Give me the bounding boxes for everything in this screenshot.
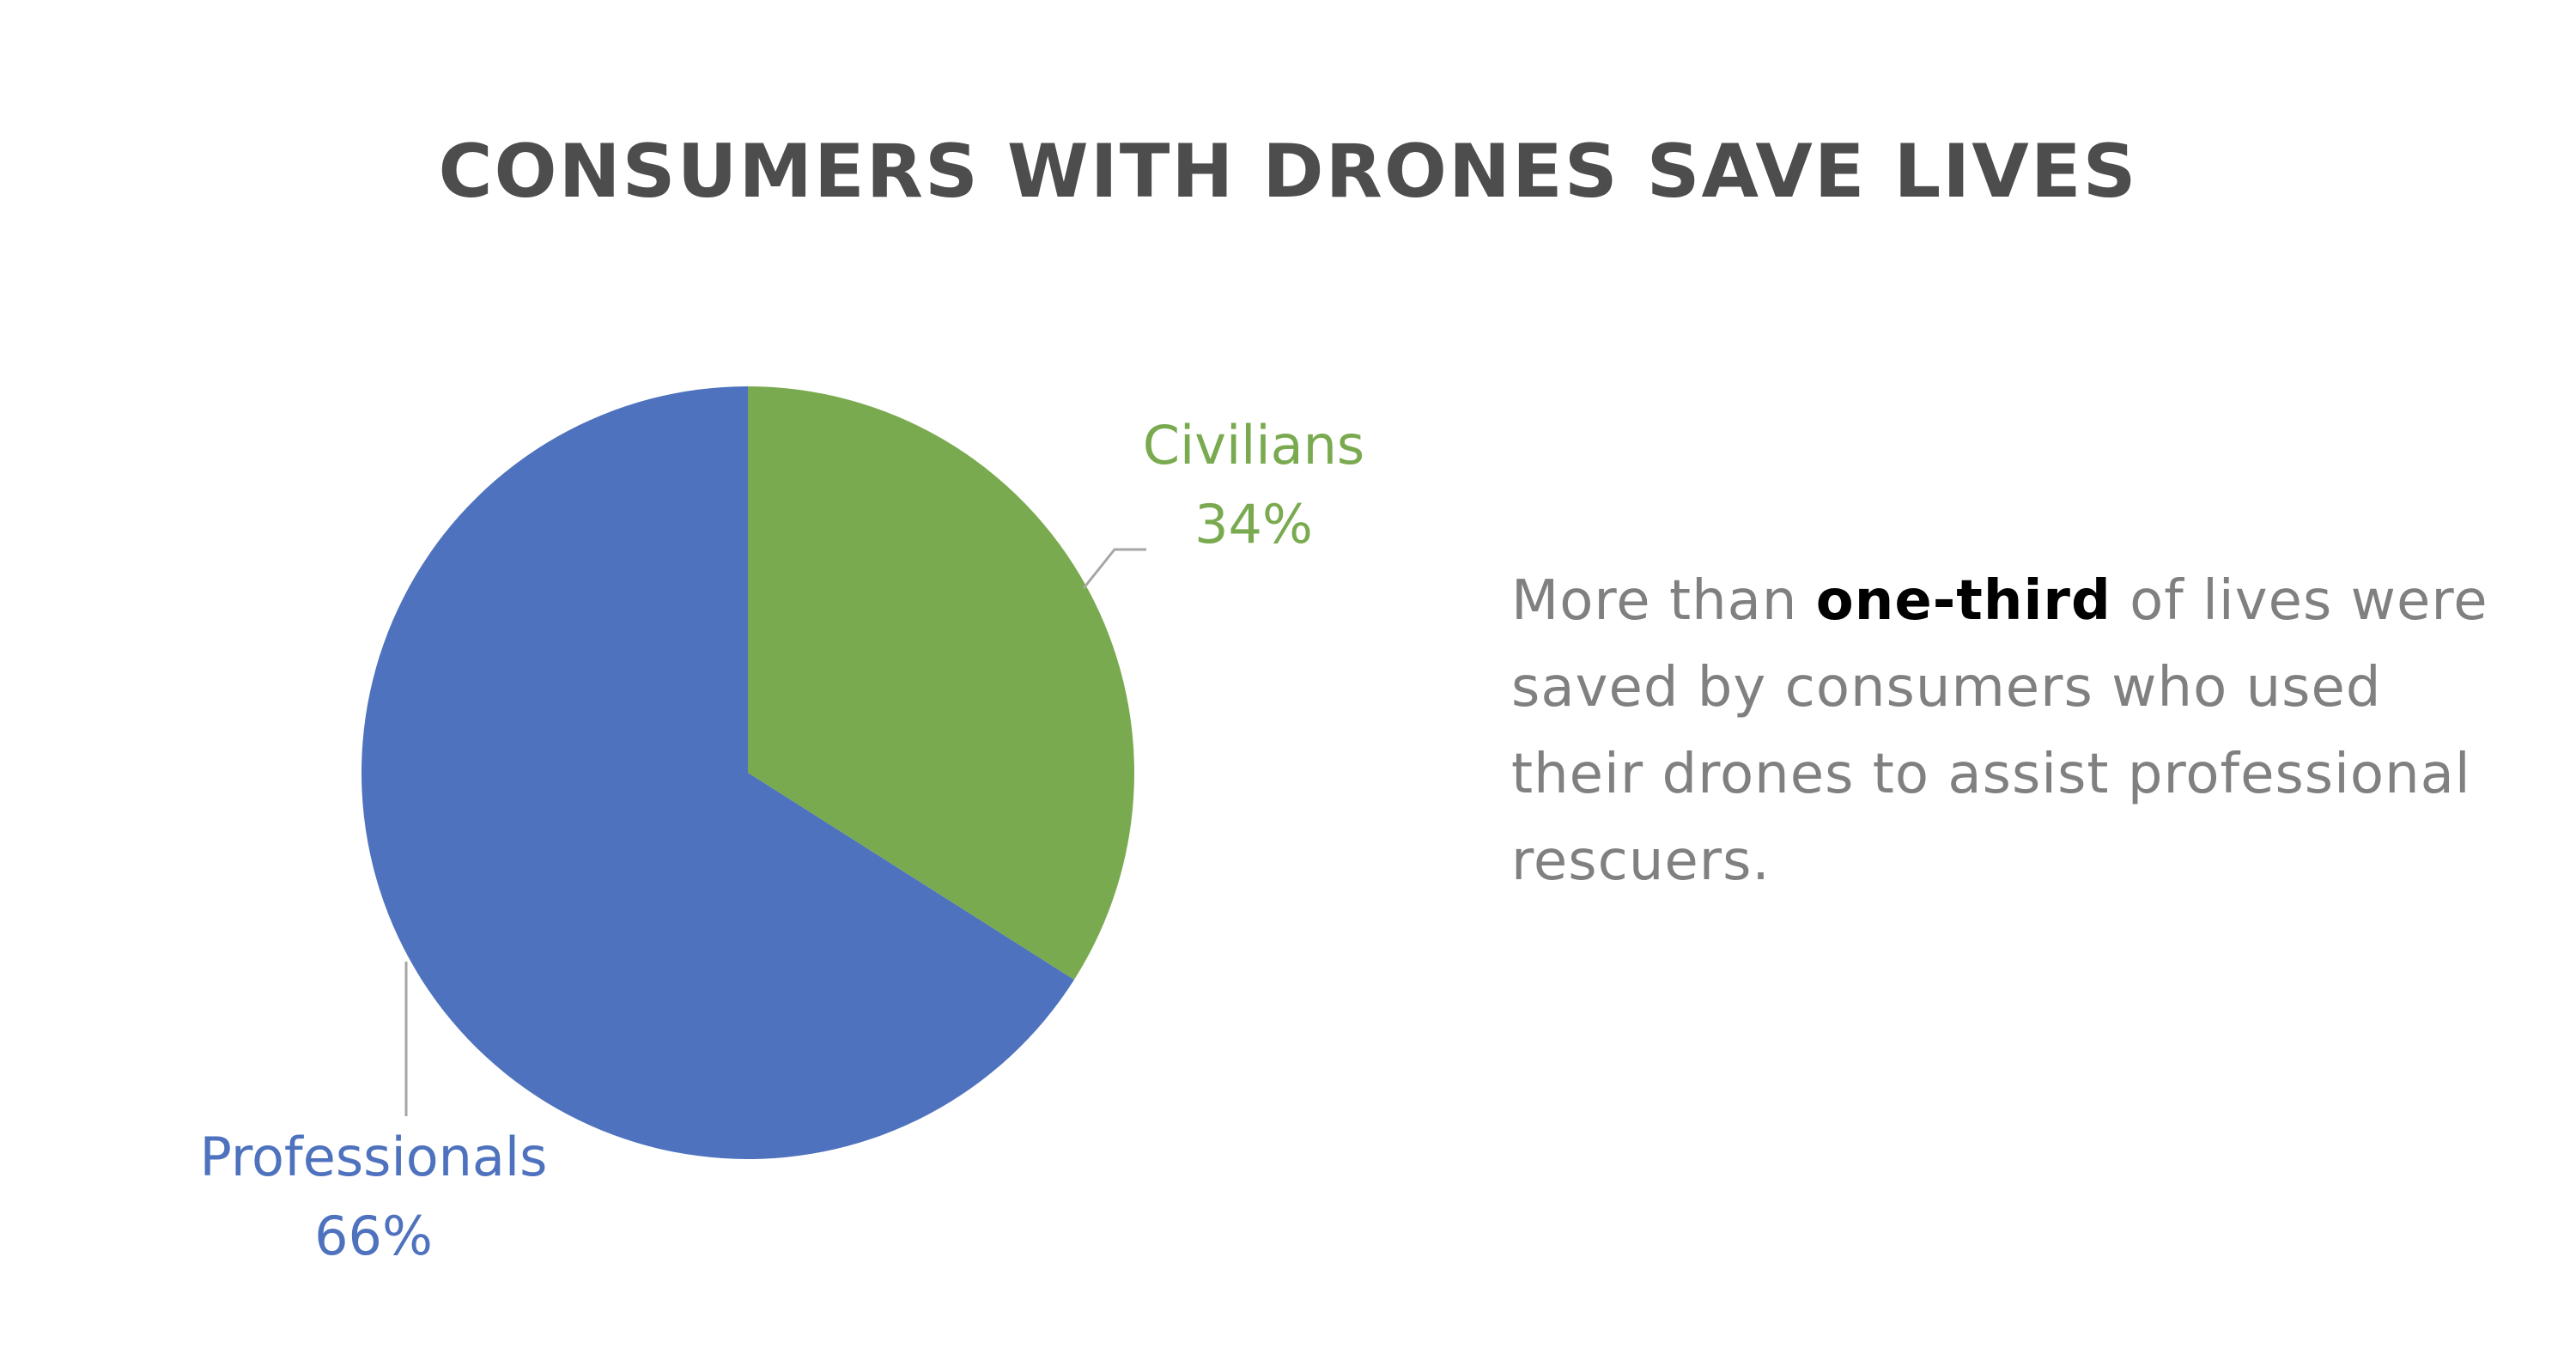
pie-slice-civilians — [748, 386, 1135, 981]
pie-slices — [361, 386, 1135, 1159]
slice-value-professionals: 66% — [314, 1205, 433, 1267]
caption-text: More than one-third of lives were saved … — [1511, 558, 2524, 905]
slice-name-civilians: Civilians — [1142, 414, 1365, 477]
chart-title: CONSUMERS WITH DRONES SAVE LIVES — [438, 129, 2138, 215]
caption-rest: of lives were saved by consumers who use… — [1511, 569, 2488, 893]
caption-emphasis: one-third — [1815, 569, 2111, 633]
slice-value-civilians: 34% — [1194, 493, 1313, 556]
slice-label-professionals: Professionals 66% — [180, 1118, 567, 1276]
pie-slice-professionals — [361, 386, 1074, 1159]
leader-line-civilians — [1082, 548, 1146, 589]
slice-label-civilians: Civilians 34% — [1125, 406, 1382, 564]
slice-name-professionals: Professionals — [199, 1126, 548, 1188]
caption-lead: More than — [1511, 569, 1816, 633]
